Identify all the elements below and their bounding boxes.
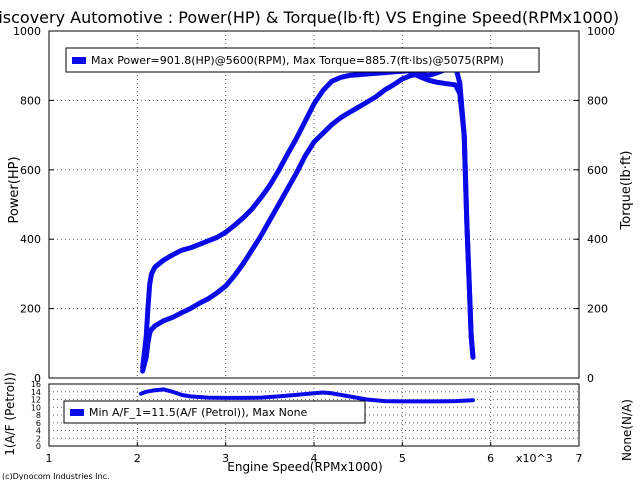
power-legend-box: [65, 47, 540, 73]
af-legend-text: Min A/F_1=11.5(A/F (Petrol)), Max None: [89, 406, 308, 419]
x-multiplier-label: x10^3: [516, 452, 553, 465]
x-tick-label: 2: [134, 452, 141, 465]
torque-tick-label: 600: [587, 164, 608, 177]
af-tick-label: 12: [31, 396, 41, 405]
torque-tick-label: 1000: [587, 25, 615, 38]
power-tick-label: 0: [34, 372, 41, 385]
power-plot-grid: [49, 31, 579, 378]
power-legend-text: Max Power=901.8(HP)@5600(RPM), Max Torqu…: [91, 54, 504, 67]
af-tick-label: 16: [31, 380, 41, 389]
af-tick-label: 2: [36, 434, 41, 443]
af-tick-label: 14: [31, 388, 41, 397]
af-axis-label: 1(A/F (Petrol)): [3, 372, 17, 456]
x-tick-label: 5: [399, 452, 406, 465]
x-tick-label: 4: [311, 452, 318, 465]
power-tick-label: 200: [20, 303, 41, 316]
x-axis-label: Engine Speed(RPMx1000): [227, 460, 383, 474]
torque-tick-label: 200: [587, 303, 608, 316]
af-line: [138, 387, 475, 404]
power-torque-lines: [140, 63, 476, 374]
x-tick-label: 1: [46, 452, 53, 465]
af-tick-label: 4: [36, 427, 41, 436]
torque-axis-label: Torque(lb·ft): [619, 151, 634, 231]
x-tick-label: 7: [576, 452, 583, 465]
torque-tick-label: 0: [587, 372, 594, 385]
chart-title: Discovery Automotive : Power(HP) & Torqu…: [0, 8, 619, 27]
x-tick-label: 6: [487, 452, 494, 465]
af-tick-label: 8: [36, 411, 41, 420]
x-axis-ticks: 1 2 3 4 5 6 7: [46, 442, 583, 465]
power-plot-ticks: 0 0 200 200 400 400 600 600 800 800 1000 1000: [13, 25, 615, 385]
torque-tick-label: 800: [587, 94, 608, 107]
power-axis-label: Power(HP): [7, 156, 22, 223]
power-tick-label: 600: [20, 164, 41, 177]
af-legend-swatch: [70, 409, 84, 416]
af-series-line: [138, 387, 475, 404]
torque-series-line: [140, 68, 476, 371]
power-tick-label: 1000: [13, 25, 41, 38]
torque-tick-label: 400: [587, 233, 608, 246]
power-tick-label: 400: [20, 233, 41, 246]
copyright-footer: (c)Dynocom Industries Inc.: [2, 472, 110, 480]
af-tick-label: 10: [31, 403, 41, 412]
power-tick-label: 800: [20, 94, 41, 107]
x-tick-label: 3: [222, 452, 229, 465]
none-axis-label: None(N/A): [620, 399, 634, 461]
af-legend-box: [63, 400, 366, 424]
af-tick-label: 0: [36, 442, 41, 451]
power-legend-swatch: [72, 57, 86, 64]
af-tick-label: 6: [36, 419, 41, 428]
